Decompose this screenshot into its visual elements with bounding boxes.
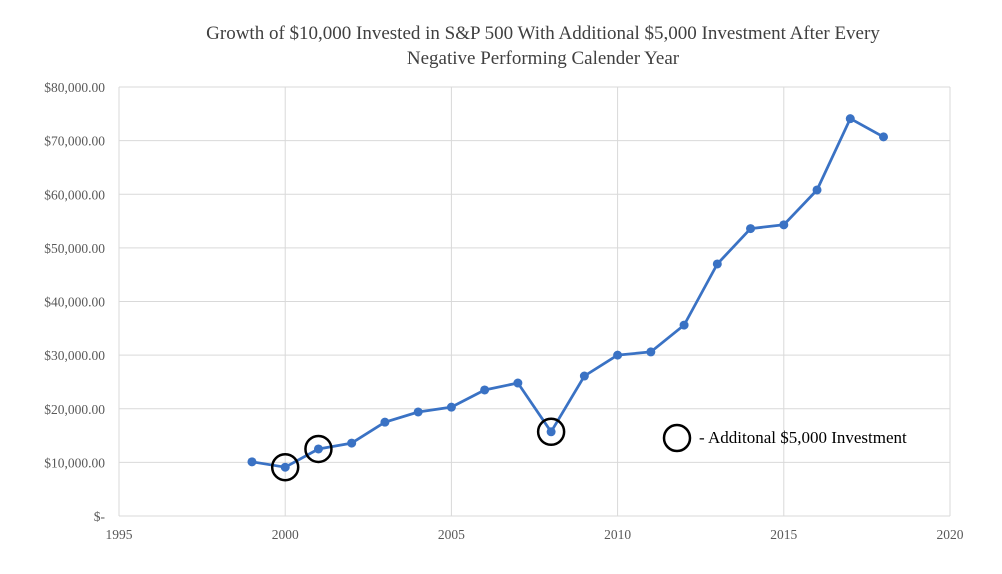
y-tick-label: $60,000.00 [44, 187, 105, 202]
data-point [347, 438, 357, 448]
data-point [646, 347, 656, 357]
data-point [380, 417, 390, 427]
annotation-text: - Additonal $5,000 Investment [699, 428, 907, 447]
annotation: - Additonal $5,000 Investment [662, 423, 907, 453]
data-point [712, 259, 722, 269]
data-point [247, 457, 257, 467]
y-tick-label: $80,000.00 [44, 80, 105, 95]
x-tick-label: 2000 [272, 527, 299, 542]
data-point [413, 407, 423, 417]
data-point [679, 320, 689, 330]
highlight-circles [270, 417, 566, 482]
y-tick-label: $20,000.00 [44, 402, 105, 417]
y-tick-label: $30,000.00 [44, 348, 105, 363]
data-point [746, 224, 756, 234]
data-point [845, 114, 855, 124]
investment-highlight-circle [536, 417, 566, 447]
series-line-0 [250, 117, 885, 469]
data-point [546, 427, 556, 437]
data-point [879, 132, 889, 142]
annotation-legend-circle [662, 423, 692, 453]
investment-highlight-circle [304, 434, 333, 464]
data-point [812, 185, 822, 195]
data-point [613, 350, 623, 360]
x-tick-label: 2005 [438, 527, 465, 542]
data-point [313, 444, 323, 454]
data-point [446, 402, 456, 412]
data-point [779, 220, 789, 230]
data-point [280, 462, 290, 472]
y-tick-label: $10,000.00 [44, 455, 105, 470]
x-tick-label: 2015 [770, 527, 797, 542]
y-tick-label: $- [94, 509, 106, 524]
series-layer [247, 114, 889, 472]
chart-title-line-1: Growth of $10,000 Invested in S&P 500 Wi… [206, 23, 880, 44]
data-point [579, 371, 589, 381]
chart-title: Growth of $10,000 Invested in S&P 500 Wi… [206, 23, 880, 69]
y-tick-label: $40,000.00 [44, 295, 105, 310]
x-tick-label: 2020 [937, 527, 964, 542]
x-tick-label: 1995 [106, 527, 133, 542]
chart-title-line-2: Negative Performing Calender Year [407, 48, 680, 69]
gridlines [118, 86, 951, 517]
data-point [480, 385, 490, 395]
x-axis-tick-labels: 1995 2000 2005 2010 2015 2020 [106, 527, 964, 542]
investment-highlight-circle [270, 452, 300, 482]
y-tick-label: $50,000.00 [44, 241, 105, 256]
x-tick-label: 2010 [604, 527, 631, 542]
y-axis-tick-labels: $- $10,000.00 $20,000.00 $30,000.00 $40,000.… [44, 80, 105, 524]
data-point [513, 378, 523, 388]
y-tick-label: $70,000.00 [44, 134, 105, 149]
